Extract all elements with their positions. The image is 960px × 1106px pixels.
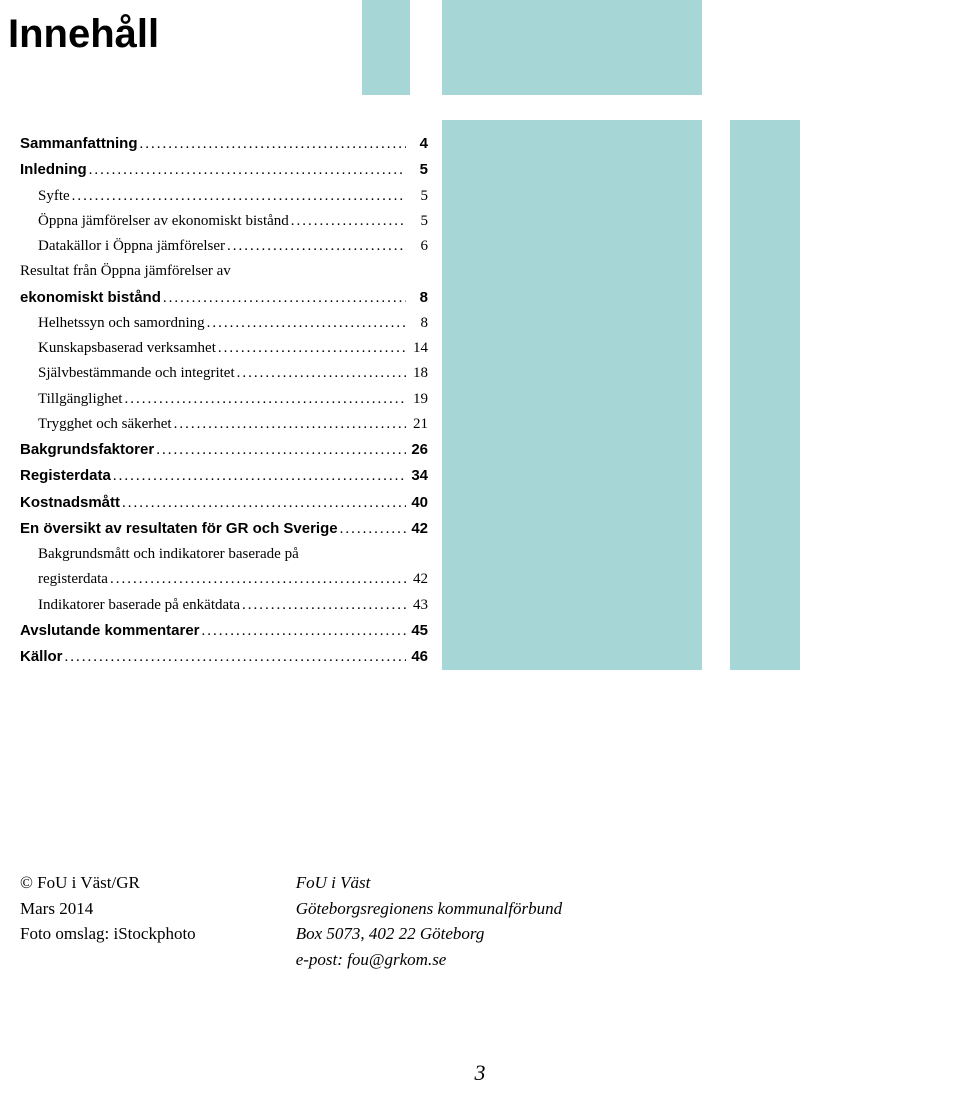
toc-page: 26 — [406, 438, 428, 461]
toc-label: Tillgänglighet — [20, 388, 122, 411]
toc-dots — [216, 337, 406, 360]
toc-row: En översikt av resultaten för GR och Sve… — [20, 517, 428, 541]
toc-page: 43 — [406, 594, 428, 617]
toc-label: registerdata — [20, 568, 108, 591]
toc-page: 14 — [406, 337, 428, 360]
toc-page: 5 — [406, 185, 428, 208]
toc-row: Registerdata 34 — [20, 464, 428, 488]
footer-email: e-post: fou@grkom.se — [296, 947, 562, 973]
toc-row: Kunskapsbaserad verksamhet 14 — [20, 337, 428, 360]
toc-page: 4 — [406, 132, 428, 155]
toc-row: Indikatorer baserade på enkätdata 43 — [20, 594, 428, 617]
toc-dots — [108, 568, 406, 591]
footer-photo-credit: Foto omslag: iStockphoto — [20, 921, 196, 947]
toc-row: Inledning 5 — [20, 158, 428, 182]
footer-copyright: © FoU i Väst/GR — [20, 870, 196, 896]
toc-page: 45 — [406, 619, 428, 642]
toc-page: 40 — [406, 491, 428, 514]
toc-label: Trygghet och säkerhet — [20, 413, 172, 436]
toc-row: Bakgrundsfaktorer 26 — [20, 438, 428, 462]
toc-page: 8 — [406, 286, 428, 309]
toc-row: registerdata 42 — [20, 568, 428, 591]
toc-label: Bakgrundsfaktorer — [20, 438, 154, 461]
toc-dots — [161, 287, 406, 310]
footer-org-full: Göteborgsregionens kommunalförbund — [296, 896, 562, 922]
toc-row: Resultat från Öppna jämförelser av — [20, 260, 428, 283]
toc-page: 19 — [406, 388, 428, 411]
toc-row: Kostnadsmått 40 — [20, 491, 428, 515]
toc-row: Syfte 5 — [20, 185, 428, 208]
toc-row: Bakgrundsmått och indikatorer baserade p… — [20, 543, 428, 566]
toc-label: Datakällor i Öppna jämförelser — [20, 235, 225, 258]
page-title: Innehåll — [8, 12, 159, 57]
toc-label: Registerdata — [20, 464, 111, 487]
toc-dots — [225, 235, 406, 258]
toc-dots — [200, 620, 406, 643]
toc-dots — [70, 185, 406, 208]
toc-page: 42 — [406, 568, 428, 591]
footer-left: © FoU i Väst/GR Mars 2014 Foto omslag: i… — [20, 870, 196, 972]
toc-row: Självbestämmande och integritet 18 — [20, 362, 428, 385]
toc-page: 18 — [406, 362, 428, 385]
toc-row: Öppna jämförelser av ekonomiskt bistånd 5 — [20, 210, 428, 233]
decor-box-mid-narrow — [730, 120, 800, 670]
toc-label: En översikt av resultaten för GR och Sve… — [20, 517, 338, 540]
toc-page: 42 — [406, 517, 428, 540]
toc-label: Självbestämmande och integritet — [20, 362, 235, 385]
toc-label: Resultat från Öppna jämförelser av — [20, 260, 428, 283]
toc-page: 8 — [406, 312, 428, 335]
toc-row: Tillgänglighet 19 — [20, 388, 428, 411]
toc-label: ekonomiskt bistånd — [20, 286, 161, 309]
toc-dots — [122, 388, 406, 411]
decor-box-top-wide — [442, 0, 702, 95]
toc-label: Öppna jämförelser av ekonomiskt bistånd — [20, 210, 289, 233]
toc-row: Trygghet och säkerhet 21 — [20, 413, 428, 436]
toc-dots — [120, 492, 406, 515]
toc-dots — [338, 518, 406, 541]
decor-box-mid-wide — [442, 120, 702, 670]
toc-page: 21 — [406, 413, 428, 436]
toc-dots — [172, 413, 406, 436]
toc-dots — [205, 312, 406, 335]
decor-box-top-small — [362, 0, 410, 95]
toc-row: Helhetssyn och samordning 8 — [20, 312, 428, 335]
toc-label: Sammanfattning — [20, 132, 138, 155]
toc-label: Helhetssyn och samordning — [20, 312, 205, 335]
toc-page: 46 — [406, 645, 428, 668]
toc-dots — [138, 133, 406, 156]
toc-dots — [87, 159, 406, 182]
toc-dots — [154, 439, 406, 462]
toc-dots — [289, 210, 406, 233]
toc-label: Källor — [20, 645, 63, 668]
footer-right: FoU i Väst Göteborgsregionens kommunalfö… — [296, 870, 562, 972]
footer-org-short: FoU i Väst — [296, 870, 562, 896]
toc-label: Indikatorer baserade på enkätdata — [20, 594, 240, 617]
table-of-contents: Sammanfattning4Inledning5Syfte5Öppna jäm… — [20, 132, 428, 671]
toc-page: 34 — [406, 464, 428, 487]
toc-page: 5 — [406, 210, 428, 233]
toc-row: Sammanfattning 4 — [20, 132, 428, 156]
toc-label: Kunskapsbaserad verksamhet — [20, 337, 216, 360]
footer-address: Box 5073, 402 22 Göteborg — [296, 921, 562, 947]
toc-page: 6 — [406, 235, 428, 258]
toc-row: ekonomiskt bistånd 8 — [20, 286, 428, 310]
toc-label: Inledning — [20, 158, 87, 181]
toc-row: Källor 46 — [20, 645, 428, 669]
toc-dots — [235, 362, 406, 385]
toc-row: Datakällor i Öppna jämförelser 6 — [20, 235, 428, 258]
page-number: 3 — [0, 1060, 960, 1086]
toc-dots — [111, 465, 406, 488]
toc-label: Kostnadsmått — [20, 491, 120, 514]
toc-dots — [63, 646, 406, 669]
toc-dots — [240, 594, 406, 617]
toc-row: Avslutande kommentarer 45 — [20, 619, 428, 643]
toc-page: 5 — [406, 158, 428, 181]
footer: © FoU i Väst/GR Mars 2014 Foto omslag: i… — [20, 870, 800, 972]
toc-label: Bakgrundsmått och indikatorer baserade p… — [20, 543, 428, 566]
toc-label: Avslutande kommentarer — [20, 619, 200, 642]
toc-label: Syfte — [20, 185, 70, 208]
footer-date: Mars 2014 — [20, 896, 196, 922]
